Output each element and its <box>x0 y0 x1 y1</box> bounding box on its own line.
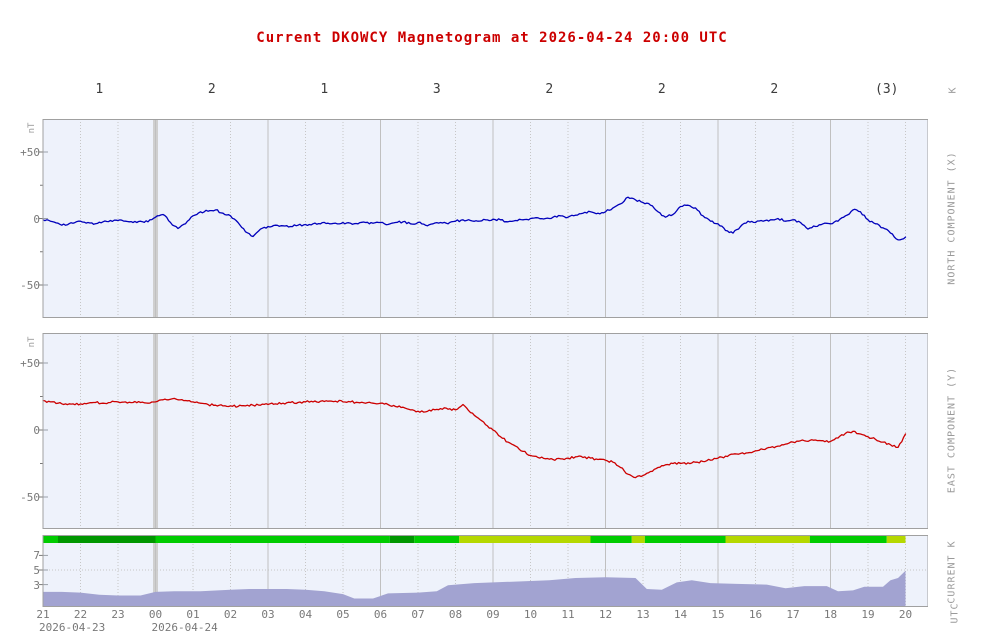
hour-tick-label: 03 <box>261 608 275 621</box>
current-k-label: CURRENT K <box>946 540 958 604</box>
hour-tick-label: 19 <box>861 608 875 621</box>
k-index-value: 1 <box>320 82 329 97</box>
y-tick-label: 0 <box>33 212 40 226</box>
hour-tick-label: 09 <box>486 608 500 621</box>
date-label: 2026-04-24 <box>151 621 218 634</box>
hour-tick-label: 14 <box>673 608 688 621</box>
hour-tick-label: 05 <box>336 608 350 621</box>
k-index-value: (3) <box>875 82 899 97</box>
hour-tick-label: 16 <box>748 608 763 621</box>
hour-tick-label: 06 <box>373 608 388 621</box>
nt-unit-label-east: nT <box>27 336 37 348</box>
y-tick-label: +50 <box>20 146 40 159</box>
k-index-value: 1 <box>95 82 104 97</box>
north-component-label: NORTH COMPONENT (X) <box>946 151 958 285</box>
chart-title: Current DKOWCY Magnetogram at 2026-04-24… <box>256 30 728 46</box>
east-component-chart <box>39 333 928 529</box>
hour-tick-label: 12 <box>598 608 613 621</box>
y-tick-label: 7 <box>33 549 40 563</box>
hour-tick-label: 04 <box>298 608 313 621</box>
hour-tick-label: 21 <box>36 608 50 621</box>
hour-tick-label: 02 <box>223 608 238 621</box>
hour-tick-label: 13 <box>636 608 650 621</box>
utc-axis-label: UTC <box>949 602 961 624</box>
hour-tick-label: 17 <box>786 608 800 621</box>
k-index-value: 2 <box>545 82 554 97</box>
hour-tick-label: 01 <box>186 608 200 621</box>
k-index-value: 3 <box>432 82 441 97</box>
current-k-chart <box>39 535 928 607</box>
hour-tick-label: 23 <box>111 608 125 621</box>
hour-tick-label: 11 <box>561 608 575 621</box>
hour-tick-label: 07 <box>411 608 425 621</box>
hour-tick-label: 10 <box>523 608 538 621</box>
hour-tick-label: 08 <box>448 608 463 621</box>
y-tick-label: 3 <box>33 578 40 592</box>
k-axis-label: K <box>947 86 959 94</box>
k-index-value: 2 <box>657 82 666 97</box>
k-index-value: 2 <box>207 82 216 97</box>
y-tick-label: -50 <box>20 279 40 292</box>
hour-tick-label: 15 <box>711 608 725 621</box>
y-tick-label: +50 <box>20 357 40 370</box>
y-tick-label: -50 <box>20 491 40 504</box>
date-label: 2026-04-23 <box>39 621 106 634</box>
hour-tick-label: 00 <box>148 608 163 621</box>
y-tick-label: 0 <box>33 424 40 437</box>
nt-unit-label-north: nT <box>27 122 37 134</box>
east-component-label: EAST COMPONENT (Y) <box>946 366 958 494</box>
k-index-value: 2 <box>770 82 779 97</box>
hour-tick-label: 18 <box>823 608 838 621</box>
hour-tick-label: 22 <box>73 608 88 621</box>
hour-tick-label: 20 <box>898 608 913 621</box>
north-component-chart <box>39 119 928 318</box>
y-tick-label: 5 <box>33 564 40 577</box>
